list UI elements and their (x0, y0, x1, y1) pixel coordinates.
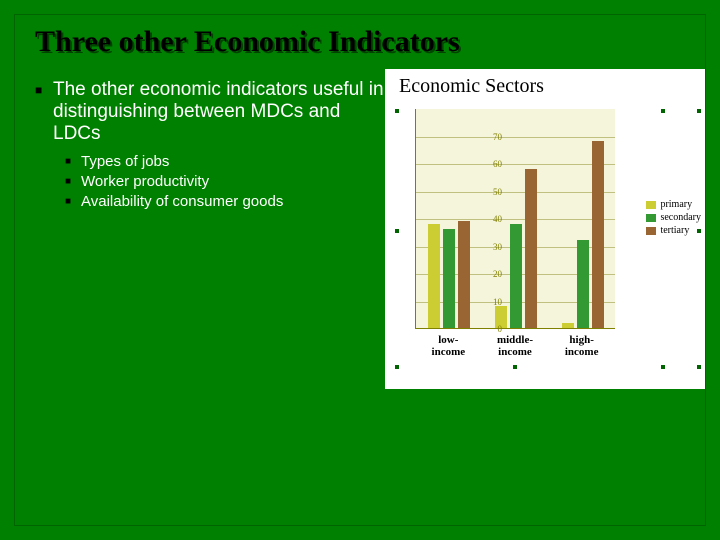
sub-bullet-text: Worker productivity (81, 173, 209, 191)
y-tick-label: 60 (493, 159, 502, 169)
content-area: ■ The other economic indicators useful i… (15, 79, 705, 213)
bullet-marker: ■ (65, 173, 81, 191)
legend-item: tertiary (646, 225, 701, 236)
bar-tertiary (525, 169, 537, 329)
corner-marker (395, 229, 399, 233)
chart-box: Economic Sectors primary (385, 69, 705, 389)
sub-bullet: ■ Types of jobs (65, 153, 385, 171)
legend-item: secondary (646, 212, 701, 223)
legend-item: primary (646, 199, 701, 210)
bar-secondary (510, 224, 522, 329)
bullet-marker: ■ (65, 193, 81, 211)
text-column: ■ The other economic indicators useful i… (35, 79, 385, 213)
corner-marker (661, 109, 665, 113)
y-tick-label: 0 (498, 324, 503, 334)
sub-bullet-list: ■ Types of jobs ■ Worker productivity ■ … (35, 153, 385, 211)
bar-secondary (577, 240, 589, 328)
x-axis-label: high-income (548, 334, 615, 358)
legend-swatch-primary (646, 201, 656, 209)
corner-marker (395, 365, 399, 369)
bar-primary (562, 323, 574, 329)
legend-label: secondary (660, 212, 701, 223)
gridline (416, 137, 615, 138)
legend: primary secondary tertiary (646, 199, 701, 238)
bullet-marker: ■ (35, 79, 53, 145)
y-tick-label: 40 (493, 214, 502, 224)
gridline (416, 192, 615, 193)
bar-primary (428, 224, 440, 329)
y-tick-label: 70 (493, 132, 502, 142)
y-tick-label: 50 (493, 187, 502, 197)
bullet-marker: ■ (65, 153, 81, 171)
plot-area (415, 109, 615, 329)
y-tick-label: 10 (493, 297, 502, 307)
legend-label: tertiary (660, 225, 689, 236)
x-axis-label: low-income (415, 334, 482, 358)
legend-swatch-secondary (646, 214, 656, 222)
sub-bullet: ■ Availability of consumer goods (65, 193, 385, 211)
sub-bullet-text: Availability of consumer goods (81, 193, 283, 211)
x-axis-label: middle-income (482, 334, 549, 358)
sub-bullet-text: Types of jobs (81, 153, 169, 171)
sub-bullet: ■ Worker productivity (65, 173, 385, 191)
gridline (416, 219, 615, 220)
bar-tertiary (592, 141, 604, 328)
gridline (416, 164, 615, 165)
main-bullet: ■ The other economic indicators useful i… (35, 79, 385, 145)
corner-marker (513, 365, 517, 369)
y-tick-label: 30 (493, 242, 502, 252)
bar-tertiary (458, 221, 470, 328)
main-bullet-text: The other economic indicators useful in … (53, 79, 385, 145)
slide-frame: Three other Economic Indicators ■ The ot… (14, 14, 706, 526)
corner-marker (661, 365, 665, 369)
bar-secondary (443, 229, 455, 328)
corner-marker (697, 109, 701, 113)
y-tick-label: 20 (493, 269, 502, 279)
corner-marker (697, 365, 701, 369)
legend-label: primary (660, 199, 692, 210)
corner-marker (395, 109, 399, 113)
legend-swatch-tertiary (646, 227, 656, 235)
chart-title: Economic Sectors (385, 69, 705, 100)
chart-column: Economic Sectors primary (385, 79, 685, 213)
